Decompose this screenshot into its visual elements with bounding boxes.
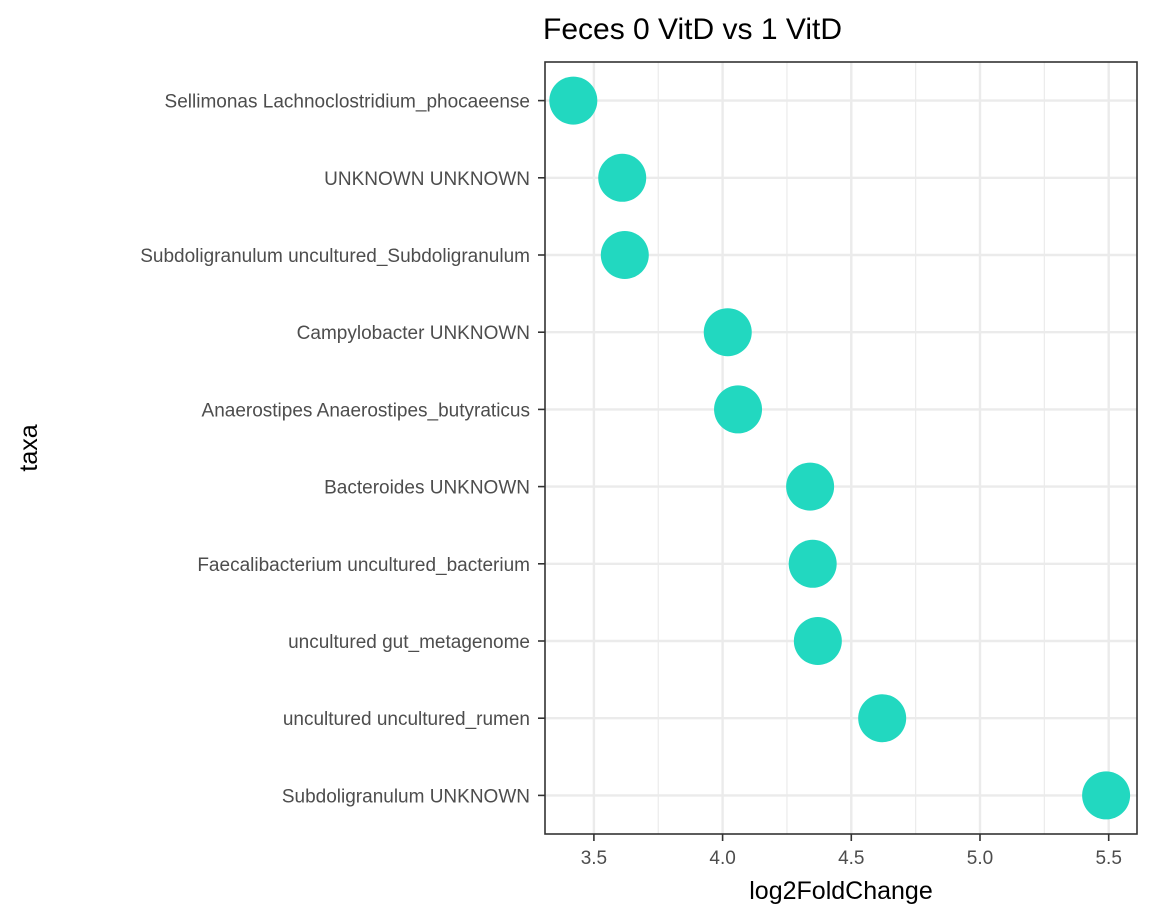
grid-layer: [545, 62, 1137, 834]
x-tick-label: 3.5: [581, 848, 607, 869]
data-point: [598, 153, 647, 202]
y-tick-label: Bacteroides UNKNOWN: [324, 478, 530, 499]
x-axis-title: log2FoldChange: [749, 877, 932, 905]
data-point: [858, 694, 907, 743]
data-point: [600, 231, 649, 279]
y-tick-label: uncultured gut_metagenome: [288, 632, 530, 653]
x-tick-label: 5.5: [1095, 848, 1121, 869]
chart-title: Feces 0 VitD vs 1 VitD: [543, 13, 842, 46]
y-tick-label: uncultured uncultured_rumen: [283, 709, 530, 730]
y-tick-label: Sellimonas Lachnoclostridium_phocaeense: [165, 92, 530, 113]
x-tick-label: 5.0: [967, 848, 993, 869]
panel-border: [544, 61, 1138, 835]
x-tick-label: 4.5: [838, 848, 864, 869]
y-tick-label: Anaerostipes Anaerostipes_butyraticus: [202, 400, 530, 421]
y-axis-title: taxa: [15, 424, 43, 471]
x-axis: 3.5 4.0 4.5 5.0 5.5: [581, 834, 1122, 869]
y-tick-label: Faecalibacterium uncultured_bacterium: [197, 555, 530, 576]
y-axis: Sellimonas Lachnoclostridium_phocaeense U…: [140, 92, 545, 807]
data-point: [714, 385, 763, 434]
y-tick-label: UNKNOWN UNKNOWN: [324, 169, 530, 190]
data-point: [786, 462, 835, 511]
x-tick-label: 4.0: [709, 848, 735, 869]
plot-panel: [545, 62, 1137, 834]
y-tick-label: Subdoligranulum uncultured_Subdoligranul…: [140, 246, 530, 267]
data-point: [549, 76, 598, 125]
y-tick-label: Campylobacter UNKNOWN: [297, 323, 530, 344]
data-point: [788, 539, 837, 588]
points-layer: [549, 76, 1131, 820]
data-point: [703, 308, 752, 357]
data-point: [1082, 771, 1131, 820]
y-tick-label: Subdoligranulum UNKNOWN: [282, 786, 530, 807]
data-point: [793, 617, 842, 665]
